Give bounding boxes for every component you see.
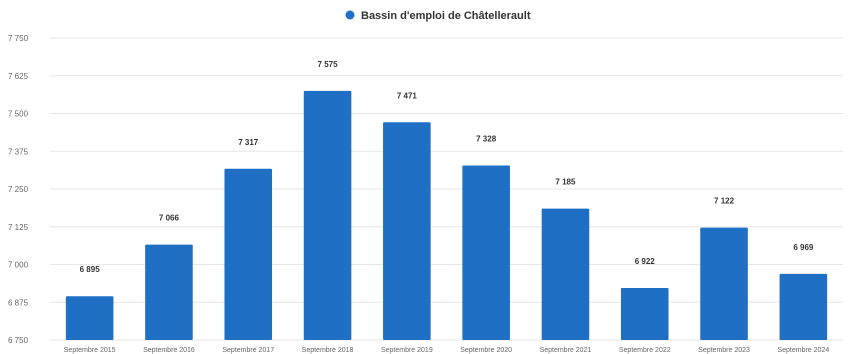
- data-label: 6 895: [80, 265, 101, 274]
- bar[interactable]: [303, 90, 352, 340]
- data-label: 7 066: [159, 214, 180, 223]
- x-tick-label: Septembre 2017: [222, 347, 274, 354]
- y-tick-label: 7 625: [8, 72, 29, 81]
- x-tick-label: Septembre 2016: [143, 347, 195, 354]
- y-tick-label: 7 500: [8, 110, 29, 119]
- y-tick-label: 7 000: [8, 261, 29, 270]
- y-tick-label: 7 750: [8, 34, 29, 43]
- bar[interactable]: [541, 208, 590, 340]
- legend-label: Bassin d'emploi de Châtellerault: [361, 10, 531, 22]
- legend-marker-icon: [345, 10, 355, 20]
- x-tick-label: Septembre 2022: [619, 347, 671, 354]
- bars: [65, 90, 828, 341]
- bar[interactable]: [65, 296, 114, 340]
- bar[interactable]: [620, 288, 669, 340]
- y-tick-label: 7 250: [8, 185, 29, 194]
- x-tick-label: Septembre 2024: [777, 347, 829, 354]
- legend[interactable]: Bassin d'emploi de Châtellerault: [345, 10, 531, 22]
- data-label: 7 471: [397, 91, 418, 100]
- data-label: 7 328: [476, 134, 497, 143]
- x-tick-label: Septembre 2021: [540, 347, 592, 354]
- y-tick-label: 7 125: [8, 223, 29, 232]
- bar[interactable]: [224, 168, 273, 340]
- bar[interactable]: [383, 122, 431, 341]
- x-tick-label: Septembre 2015: [64, 347, 116, 354]
- data-label: 7 317: [238, 138, 259, 147]
- bar[interactable]: [779, 273, 828, 340]
- x-tick-label: Septembre 2023: [698, 347, 750, 354]
- data-label: 7 185: [555, 178, 576, 187]
- y-axis-ticks: 6 750 6 875 7 000 7 125 7 250 7 375 7 500 7 625…: [8, 34, 29, 345]
- data-labels: 6 895 7 066 7 317 7 575 7 471 7 328 7 185 6 922…: [80, 60, 814, 274]
- data-label: 6 922: [635, 257, 656, 266]
- bar[interactable]: [462, 165, 510, 340]
- y-tick-label: 6 875: [8, 298, 29, 307]
- y-tick-label: 7 375: [8, 147, 29, 156]
- x-axis-ticks: Septembre 2015 Septembre 2016 Septembre 20…: [64, 347, 830, 354]
- bar[interactable]: [700, 227, 748, 340]
- x-tick-label: Septembre 2020: [460, 347, 512, 354]
- x-tick-label: Septembre 2018: [302, 347, 354, 354]
- y-tick-label: 6 750: [8, 336, 29, 345]
- bar[interactable]: [145, 244, 193, 340]
- data-label: 7 122: [714, 197, 735, 206]
- data-label: 6 969: [793, 243, 814, 252]
- x-tick-label: Septembre 2019: [381, 347, 433, 354]
- data-label: 7 575: [318, 60, 339, 69]
